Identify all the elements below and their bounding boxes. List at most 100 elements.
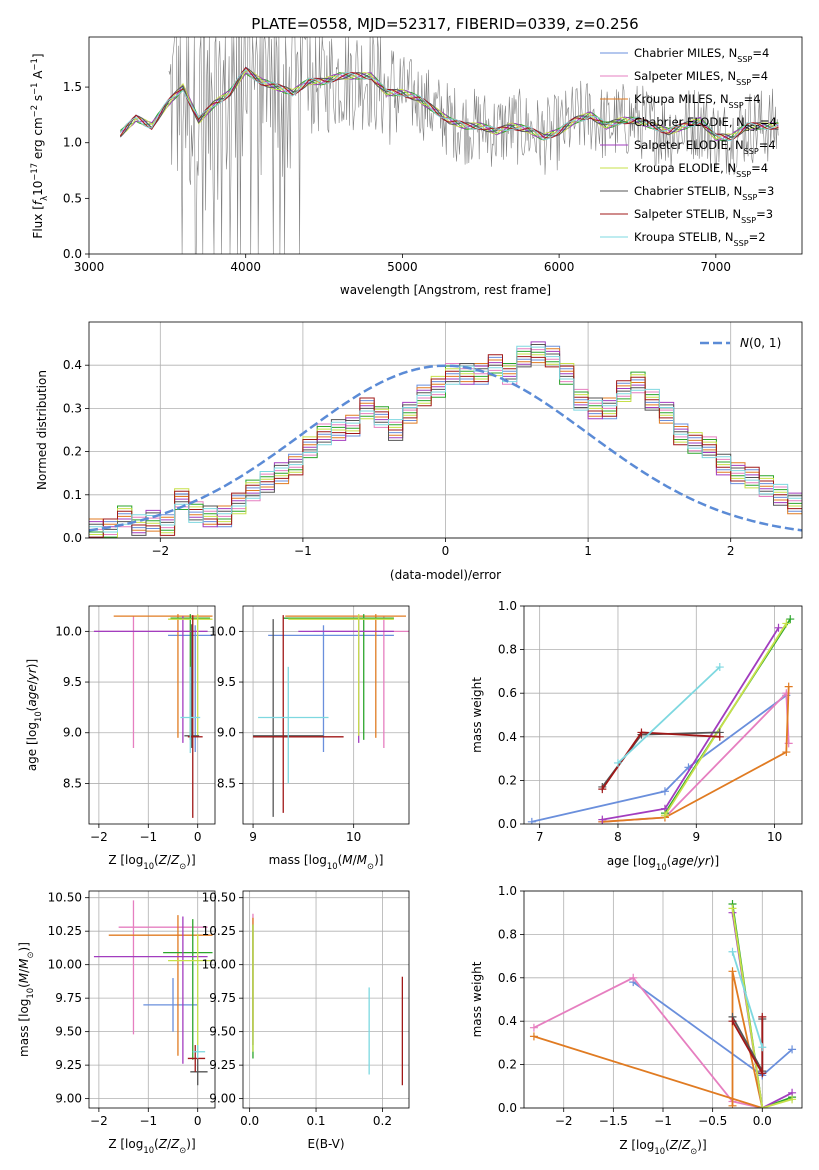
axes-frame <box>242 605 410 825</box>
y-tick-label: 10.00 <box>48 958 82 972</box>
histogram-step <box>89 354 802 538</box>
x-tick-label: −2 <box>151 544 169 558</box>
model-line <box>119 69 779 141</box>
mass-weight-marker <box>758 1069 767 1078</box>
mass-weight-marker <box>788 1045 797 1054</box>
mass-weight-marker <box>786 615 795 624</box>
histogram-step <box>89 345 802 533</box>
y-tick-label: 10.50 <box>202 891 236 905</box>
y-tick-label: 0.6 <box>498 686 517 700</box>
mass-weight-marker <box>598 815 607 824</box>
model-line <box>120 72 779 141</box>
mass-weight-marker <box>728 1017 737 1026</box>
x-tick-label: 0.0 <box>753 1114 772 1128</box>
y-tick-label: 0.1 <box>63 488 82 502</box>
y-tick-label: 0.5 <box>63 191 82 205</box>
x-axis-label: Z [log10(Z/Z⊙)] <box>108 1137 195 1155</box>
mass-weight-line <box>731 908 793 1108</box>
mass-weight-marker <box>660 811 669 820</box>
x-tick-label: 1 <box>584 544 592 558</box>
mass-weight-marker <box>758 1043 767 1052</box>
x-axis-label: Z [log10(Z/Z⊙)] <box>619 1138 706 1156</box>
y-tick-label: 0.0 <box>498 1101 517 1115</box>
x-tick-label: 0 <box>442 544 450 558</box>
mass-weight-marker <box>660 787 669 796</box>
mass-weight-marker <box>728 947 737 956</box>
y-tick-label: 0.4 <box>498 730 517 744</box>
y-tick-label: 10.50 <box>48 891 82 905</box>
mass-weight-marker <box>784 682 793 691</box>
mass-weight-line <box>731 1016 764 1072</box>
y-tick-label: 9.0 <box>63 726 82 740</box>
y-tick-label: 0.0 <box>63 247 82 261</box>
x-axis-label: E(B-V) <box>307 1137 344 1151</box>
y-axis-label: Flux [fλ10−17 erg cm−2 s−1 A−1] <box>29 53 49 238</box>
plot-area <box>93 900 213 1086</box>
axes-frame <box>523 890 803 1109</box>
model-line <box>119 66 779 141</box>
x-tick-label: 2 <box>727 544 735 558</box>
mass-weight-marker <box>758 1012 767 1021</box>
y-tick-label: 0.0 <box>63 531 82 545</box>
axes-massweight-vs-Z: −2 −1.5 −1 −0.5 0.0 0.0 0.2 0.4 0.6 0.8 1.0 Z [log1… <box>470 884 803 1156</box>
x-tick-label: 10 <box>346 830 361 844</box>
y-tick-label: 8.5 <box>63 776 82 790</box>
mass-weight-marker <box>715 732 724 741</box>
mass-weight-marker <box>637 728 646 737</box>
axes-frame <box>88 890 216 1109</box>
plot-area <box>253 614 409 817</box>
x-tick-label: −1 <box>139 830 157 844</box>
figure-title: PLATE=0558, MJD=52317, FIBERID=0339, z=0… <box>251 15 638 33</box>
legend-label: Kroupa ELODIE, NSSP=4 <box>634 161 768 179</box>
x-axis-label: Z [log10(Z/Z⊙)] <box>108 853 195 871</box>
y-tick-label: 10.0 <box>209 624 236 638</box>
mass-weight-marker <box>728 904 737 913</box>
y-tick-label: 9.5 <box>217 675 236 689</box>
legend-label: N(0, 1) <box>740 336 781 350</box>
axes-age-vs-mass: 9 10 8.5 9.0 9.5 10.0 mass [log10(M/M⊙)] <box>209 605 410 871</box>
y-tick-label: 0.2 <box>498 1058 517 1072</box>
plot-area <box>89 341 802 538</box>
y-tick-label: 9.25 <box>209 1058 236 1072</box>
plot-area <box>119 37 779 254</box>
x-tick-label: 7000 <box>701 260 732 274</box>
axes-frame <box>88 36 803 255</box>
gaussian-curve <box>89 364 802 532</box>
x-tick-label: 0.0 <box>240 1114 259 1128</box>
axes-frame <box>88 321 803 539</box>
x-tick-label: −1 <box>139 1114 157 1128</box>
mass-weight-marker <box>728 967 737 976</box>
legend-label: Salpeter ELODIE, NSSP=4 <box>634 138 776 156</box>
x-tick-label: 0 <box>194 830 202 844</box>
mass-weight-marker <box>782 619 791 628</box>
mass-weight-marker <box>715 663 724 672</box>
mass-weight-line <box>531 694 787 823</box>
x-axis-label: age [log10(age/yr)] <box>607 854 719 872</box>
x-tick-label: −0.5 <box>698 1114 727 1128</box>
x-tick-label: −1 <box>294 544 312 558</box>
y-tick-label: 10.00 <box>202 958 236 972</box>
legend-label: Salpeter STELIB, NSSP=3 <box>634 207 773 225</box>
y-axis-label: mass weight <box>470 961 484 1037</box>
x-tick-label: −1 <box>654 1114 672 1128</box>
legend: Chabrier MILES, NSSP=4 Salpeter MILES, NS… <box>600 46 777 248</box>
mass-weight-marker <box>613 758 622 767</box>
legend-label: Chabrier ELODIE, NSSP=4 <box>634 115 777 133</box>
mass-weight-line <box>731 951 764 1048</box>
legend-label: Chabrier MILES, NSSP=4 <box>634 46 769 64</box>
x-tick-label: 4000 <box>230 260 261 274</box>
mass-weight-marker <box>629 973 638 982</box>
y-tick-label: 9.75 <box>209 991 236 1005</box>
y-tick-label: 10.25 <box>202 924 236 938</box>
y-tick-label: 0.8 <box>498 643 517 657</box>
x-tick-label: 9 <box>692 830 700 844</box>
y-tick-label: 1.0 <box>498 599 517 613</box>
y-tick-label: 10.25 <box>48 924 82 938</box>
model-line <box>119 66 779 138</box>
x-axis-label: wavelength [Angstrom, rest frame] <box>340 283 551 297</box>
x-tick-label: −1.5 <box>599 1114 628 1128</box>
y-tick-label: 1.0 <box>63 136 82 150</box>
x-tick-label: 0.2 <box>373 1114 392 1128</box>
y-axis-label: mass [log10(M/M⊙)] <box>17 942 35 1057</box>
